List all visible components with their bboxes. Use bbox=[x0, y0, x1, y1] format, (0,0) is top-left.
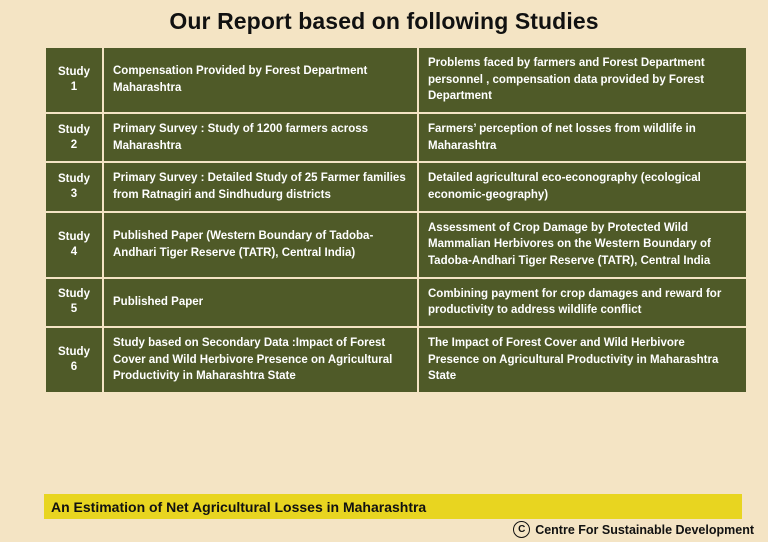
study-label-word: Study bbox=[58, 123, 90, 136]
study-label-number: 4 bbox=[70, 245, 78, 258]
study-label-number: 6 bbox=[70, 361, 78, 374]
study-description-cell: Study based on Secondary Data :Impact of… bbox=[104, 328, 417, 393]
summary-banner-text: An Estimation of Net Agricultural Losses… bbox=[51, 498, 427, 515]
study-outcome-cell: Combining payment for crop damages and r… bbox=[419, 278, 746, 327]
study-label-cell: Study 6 bbox=[46, 328, 102, 393]
copyright-icon: C bbox=[513, 521, 531, 538]
studies-table: Study 1 Compensation Provided by Forest … bbox=[44, 46, 748, 394]
table-row: Study 5 Published Paper Combining paymen… bbox=[46, 278, 746, 327]
study-description-cell: Published Paper bbox=[104, 278, 417, 327]
table-row: Study 3 Primary Survey : Detailed Study … bbox=[46, 163, 746, 211]
table-row: Study 2 Primary Survey : Study of 1200 f… bbox=[46, 114, 746, 162]
study-description-cell: Primary Survey : Detailed Study of 25 Fa… bbox=[104, 163, 417, 211]
table-row: Study 1 Compensation Provided by Forest … bbox=[46, 48, 746, 113]
footer: C Centre For Sustainable Development bbox=[513, 521, 754, 538]
study-label-cell: Study 5 bbox=[46, 278, 102, 327]
summary-banner: An Estimation of Net Agricultural Losses… bbox=[44, 494, 742, 519]
table-row: Study 6 Study based on Secondary Data :I… bbox=[46, 328, 746, 393]
study-label-word: Study bbox=[58, 230, 90, 243]
footer-organization: Centre For Sustainable Development bbox=[535, 522, 754, 537]
study-outcome-cell: Assessment of Crop Damage by Protected W… bbox=[419, 212, 746, 277]
study-label-word: Study bbox=[58, 173, 90, 186]
table-row: Study 4 Published Paper (Western Boundar… bbox=[46, 212, 746, 277]
study-label-number: 3 bbox=[70, 188, 78, 201]
study-description-cell: Published Paper (Western Boundary of Tad… bbox=[104, 212, 417, 277]
study-label-word: Study bbox=[58, 66, 90, 79]
study-label-cell: Study 3 bbox=[46, 163, 102, 211]
study-outcome-cell: Farmers’ perception of net losses from w… bbox=[419, 114, 746, 162]
study-description-cell: Compensation Provided by Forest Departme… bbox=[104, 48, 417, 113]
page-title: Our Report based on following Studies bbox=[169, 8, 599, 34]
studies-table-body: Study 1 Compensation Provided by Forest … bbox=[46, 48, 746, 393]
study-outcome-cell: Detailed agricultural eco-econography (e… bbox=[419, 163, 746, 211]
study-label-word: Study bbox=[58, 288, 90, 301]
study-label-number: 1 bbox=[70, 81, 78, 93]
study-label-word: Study bbox=[58, 346, 90, 359]
study-label-cell: Study 4 bbox=[46, 212, 102, 277]
study-label-cell: Study 2 bbox=[46, 114, 102, 162]
study-label-cell: Study 1 bbox=[46, 48, 102, 113]
study-label-number: 5 bbox=[70, 303, 78, 316]
study-outcome-cell: Problems faced by farmers and Forest Dep… bbox=[419, 48, 746, 113]
study-description-cell: Primary Survey : Study of 1200 farmers a… bbox=[104, 114, 417, 162]
study-label-number: 2 bbox=[70, 138, 78, 151]
study-outcome-cell: The Impact of Forest Cover and Wild Herb… bbox=[419, 328, 746, 393]
